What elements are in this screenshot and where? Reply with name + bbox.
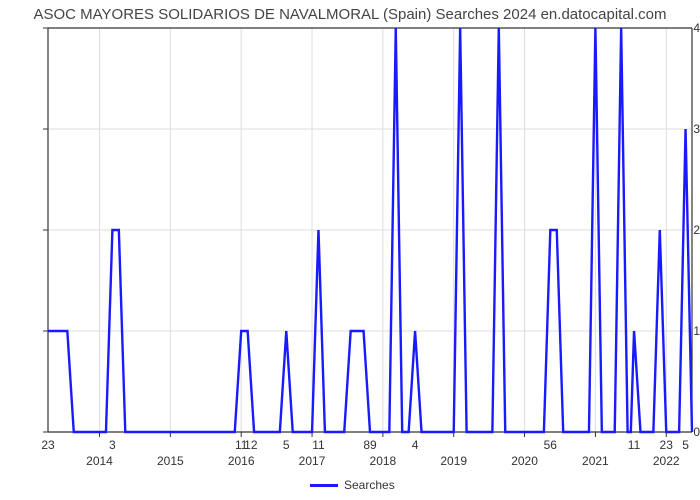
x-value-label: 56 <box>544 438 557 452</box>
y-tick-label: 0 <box>662 425 700 439</box>
x-value-label: 89 <box>363 438 376 452</box>
x-year-label: 2018 <box>370 454 397 468</box>
x-year-label: 2016 <box>228 454 255 468</box>
legend: Searches <box>310 478 395 492</box>
x-value-label: 4 <box>412 438 419 452</box>
x-year-label: 2019 <box>440 454 467 468</box>
chart-container: { "title": "ASOC MAYORES SOLIDARIOS DE N… <box>0 0 700 500</box>
x-year-label: 2015 <box>157 454 184 468</box>
legend-label: Searches <box>344 478 395 492</box>
x-value-label: 5 <box>682 438 689 452</box>
legend-swatch <box>310 484 338 487</box>
y-tick-label: 3 <box>662 122 700 136</box>
y-tick-label: 1 <box>662 324 700 338</box>
x-year-label: 2014 <box>86 454 113 468</box>
x-value-label: 11 <box>312 438 324 452</box>
x-value-label: 11 <box>628 438 640 452</box>
chart-plot <box>0 0 700 500</box>
x-year-label: 2017 <box>299 454 326 468</box>
x-year-label: 2022 <box>653 454 680 468</box>
x-value-label: 3 <box>109 438 116 452</box>
y-tick-label: 4 <box>662 21 700 35</box>
y-tick-label: 2 <box>662 223 700 237</box>
x-value-label: 5 <box>283 438 290 452</box>
x-year-label: 2020 <box>511 454 538 468</box>
x-year-label: 2021 <box>582 454 609 468</box>
x-value-label: 23 <box>41 438 54 452</box>
x-value-label: 23 <box>660 438 673 452</box>
x-value-label: 12 <box>244 438 257 452</box>
